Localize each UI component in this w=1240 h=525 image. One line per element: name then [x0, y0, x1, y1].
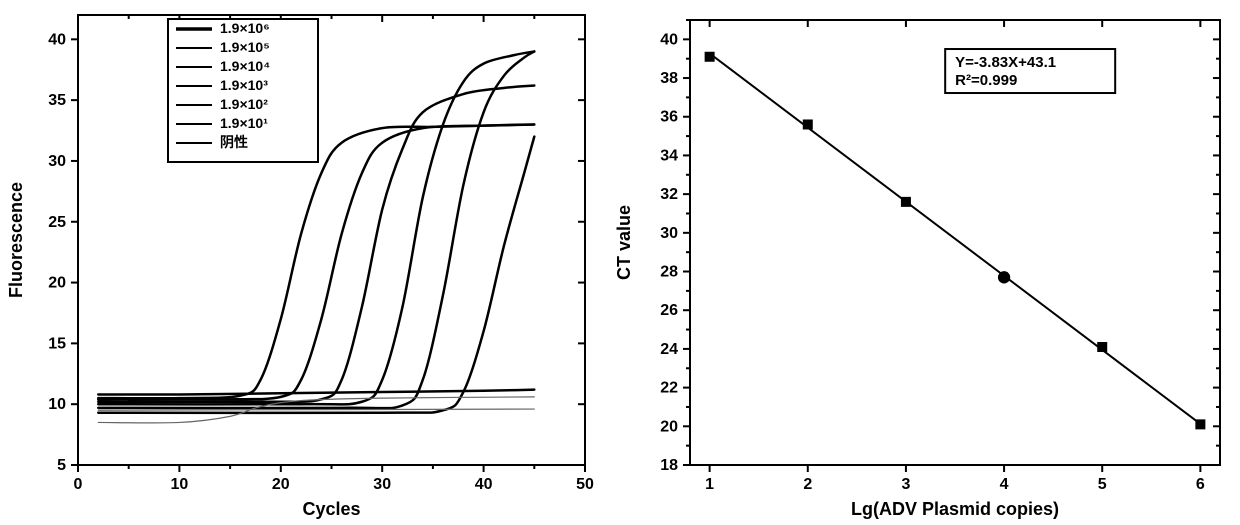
x-tick-label: 20 — [272, 476, 290, 493]
amplification-curve — [98, 137, 534, 413]
x-tick-label: 0 — [74, 476, 83, 493]
y-tick-label: 40 — [48, 31, 66, 48]
y-tick-label: 26 — [660, 302, 678, 319]
x-tick-label: 6 — [1196, 476, 1205, 493]
legend-item-label: 1.9×10³ — [220, 77, 268, 93]
y-tick-label: 24 — [660, 341, 678, 358]
regression-line — [710, 53, 1201, 424]
y-tick-label: 34 — [660, 147, 678, 164]
legend-item-label: 1.9×10² — [220, 96, 268, 112]
x-tick-label: 30 — [373, 476, 391, 493]
y-tick-label: 15 — [48, 335, 66, 352]
scatter-point — [1097, 342, 1107, 352]
legend-item-label: 1.9×10⁵ — [220, 39, 270, 55]
y-tick-label: 20 — [48, 275, 66, 292]
y-tick-label: 32 — [660, 186, 678, 203]
y-tick-label: 20 — [660, 418, 678, 435]
legend-item-label: 1.9×10⁶ — [220, 20, 270, 36]
x-tick-label: 5 — [1098, 476, 1107, 493]
x-axis-title: Lg(ADV Plasmid copies) — [851, 499, 1059, 519]
y-tick-label: 38 — [660, 70, 678, 87]
y-tick-label: 18 — [660, 457, 678, 474]
y-axis-title: CT value — [614, 205, 634, 280]
y-tick-label: 30 — [48, 153, 66, 170]
y-tick-label: 25 — [48, 214, 66, 231]
y-tick-label: 22 — [660, 380, 678, 397]
x-tick-label: 50 — [576, 476, 594, 493]
amplification-curve — [98, 409, 534, 410]
y-tick-label: 36 — [660, 109, 678, 126]
x-axis-title: Cycles — [302, 499, 360, 519]
legend-item-label: 阴性 — [220, 134, 248, 150]
amplification-curve — [98, 390, 534, 395]
y-tick-label: 35 — [48, 92, 66, 109]
legend-item-label: 1.9×10¹ — [220, 115, 268, 131]
scatter-point — [901, 197, 911, 207]
y-tick-label: 40 — [660, 31, 678, 48]
y-axis-title: Fluorescence — [6, 182, 26, 298]
y-tick-label: 5 — [57, 457, 66, 474]
x-tick-label: 3 — [901, 476, 910, 493]
x-tick-label: 1 — [705, 476, 714, 493]
scatter-point — [705, 52, 715, 62]
fit-equation: Y=-3.83X+43.1 — [955, 54, 1056, 71]
scatter-point — [803, 119, 813, 129]
standard-curve-chart: 123456182022242628303234363840Lg(ADV Pla… — [600, 0, 1240, 525]
x-tick-label: 10 — [171, 476, 189, 493]
x-tick-label: 2 — [803, 476, 812, 493]
y-tick-label: 10 — [48, 396, 66, 413]
y-tick-label: 30 — [660, 225, 678, 242]
legend-item-label: 1.9×10⁴ — [220, 58, 270, 74]
scatter-point — [998, 271, 1010, 283]
x-tick-label: 4 — [1000, 476, 1009, 493]
fit-r2: R²=0.999 — [955, 72, 1017, 89]
scatter-point — [1195, 419, 1205, 429]
y-tick-label: 28 — [660, 264, 678, 281]
x-tick-label: 40 — [475, 476, 493, 493]
amplification-curves-chart: 0 10 20 30 40 50 5 10 15 20 25 30 35 40 Cycles Fluoresc… — [0, 0, 600, 525]
